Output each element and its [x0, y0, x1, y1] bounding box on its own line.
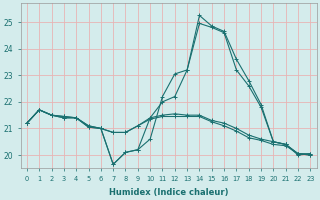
X-axis label: Humidex (Indice chaleur): Humidex (Indice chaleur): [109, 188, 228, 197]
